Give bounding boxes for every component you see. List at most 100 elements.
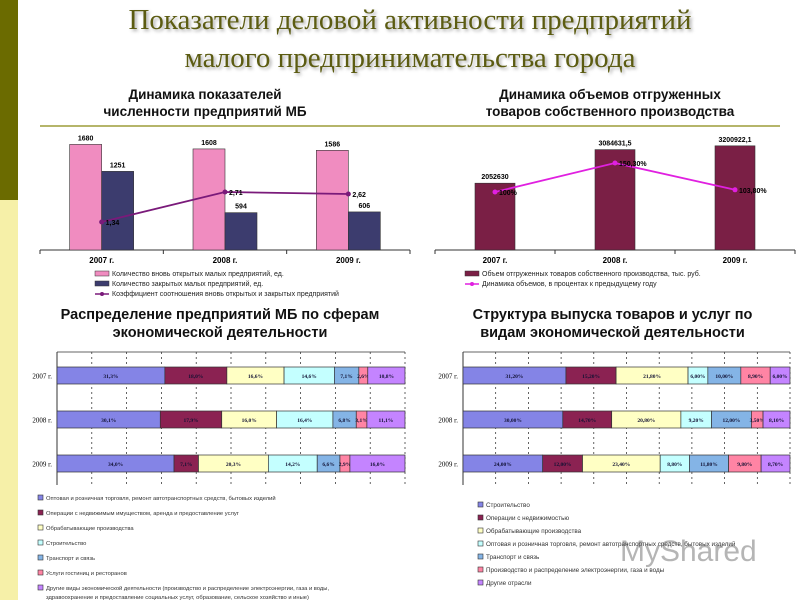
legend-label: Другие виды экономической деятельности (…	[46, 585, 329, 600]
data-label: 6,6%	[322, 462, 334, 468]
data-label: 2052630	[481, 174, 508, 181]
bar-segment	[760, 454, 791, 473]
x-tick-label: 2007 г.	[89, 256, 114, 265]
legend-swatch	[94, 280, 110, 287]
chart4-title: Структура выпуска товаров и услуг по вида…	[472, 307, 753, 341]
legend-label: Оптовая и розничная торговля, ремонт авт…	[46, 495, 276, 502]
data-label: 11,1%	[379, 418, 394, 424]
legend-swatch	[37, 584, 44, 591]
data-label: 11,80%	[700, 462, 718, 468]
bar	[316, 150, 349, 251]
legend-label: Услуги гостиниц и ресторанов	[46, 571, 127, 577]
line-point	[732, 187, 738, 193]
bar	[224, 212, 258, 251]
page-title-line1: Показатели деловой активности предприяти…	[128, 4, 692, 36]
data-label: 21,80%	[643, 374, 661, 380]
line-label: 1,34	[106, 220, 120, 227]
legend-label: Коэффициент соотношения вновь открытых и…	[112, 290, 339, 298]
legend-label: Количество вновь открытых малых предприя…	[112, 270, 284, 278]
legend-swatch	[477, 527, 484, 534]
data-label: 20,3%	[226, 462, 241, 468]
legend-label: Обрабатывающие производства	[486, 527, 582, 535]
legend-swatch	[477, 553, 484, 560]
data-label: 1251	[110, 162, 126, 169]
legend-label: Количество закрытых малых предприятий, е…	[112, 280, 263, 288]
data-label: 31,3%	[103, 374, 118, 380]
y-tick-label: 2008 г.	[32, 417, 52, 425]
line-point	[345, 191, 351, 197]
y-tick-label: 2008 г.	[438, 417, 458, 425]
bar	[101, 171, 134, 251]
bar-segment	[367, 366, 406, 385]
chart3-title: Распределение предприятий МБ по сферам эк…	[60, 307, 380, 341]
line-label: 100%	[499, 190, 518, 197]
legend-marker	[100, 292, 104, 296]
line-point	[492, 189, 498, 195]
divider	[40, 125, 780, 127]
data-label: 8,10%	[769, 418, 784, 424]
legend-swatch	[477, 566, 484, 573]
data-label: 9,80%	[737, 462, 752, 468]
data-label: 2,9%	[339, 462, 351, 468]
y-tick-label: 2007 г.	[438, 373, 458, 381]
legend-swatch	[477, 514, 484, 521]
data-label: 34,0%	[108, 462, 123, 468]
data-label: 7,1%	[340, 374, 352, 380]
legend-label: Операции с недвижимостью	[486, 515, 569, 522]
data-label: 12,00%	[554, 462, 572, 468]
y-tick-label: 2007 г.	[32, 373, 52, 381]
bar	[192, 148, 226, 251]
x-tick-label: 2009 г.	[336, 256, 361, 265]
legend-label: Оптовая и розничная торговля, ремонт авт…	[486, 540, 736, 548]
legend-label: Другие отрасли	[486, 580, 532, 587]
data-label: 594	[235, 204, 247, 211]
legend-label: Производство и распределение электроэнер…	[486, 567, 665, 574]
data-label: 6,00%	[773, 374, 788, 380]
data-label: 1680	[78, 135, 94, 142]
data-label: 8,90%	[748, 374, 763, 380]
legend-swatch	[477, 501, 484, 508]
data-label: 8,80%	[667, 462, 682, 468]
legend-swatch	[37, 539, 44, 546]
data-label: 23,40%	[612, 462, 630, 468]
data-label: 16,6%	[248, 374, 263, 380]
data-label: 12,00%	[723, 418, 741, 424]
legend-swatch	[464, 270, 480, 277]
decor-strip	[0, 0, 18, 200]
line-point	[612, 160, 618, 166]
data-label: 30,1%	[101, 418, 116, 424]
bar-segment	[349, 454, 406, 473]
line-point	[222, 189, 228, 195]
data-label: 20,80%	[637, 418, 655, 424]
x-tick-label: 2008 г.	[603, 256, 628, 265]
y-tick-label: 2009 г.	[32, 461, 52, 469]
x-tick-label: 2007 г.	[483, 256, 508, 265]
bar	[69, 144, 102, 251]
chart2-title: Динамика объемов отгруженных товаров собс…	[485, 87, 735, 119]
legend-swatch	[477, 540, 484, 547]
data-label: 1586	[325, 141, 341, 148]
bar	[348, 211, 381, 251]
data-label: 15,20%	[582, 374, 600, 380]
data-label: 1608	[201, 140, 217, 147]
data-label: 14,2%	[285, 462, 300, 468]
bar-segment	[366, 410, 406, 429]
y-tick-label: 2009 г.	[438, 461, 458, 469]
line-label: 2,62	[352, 192, 366, 199]
data-label: 10,8%	[379, 374, 394, 380]
data-label: 16,0%	[242, 418, 257, 424]
legend-label: Транспорт и связь	[46, 556, 95, 562]
legend-swatch	[477, 579, 484, 586]
data-label: 8,70%	[768, 462, 783, 468]
data-label: 9,20%	[689, 418, 704, 424]
line-label: 150,30%	[619, 161, 647, 168]
legend-label: Динамика объемов, в процентах к предыдущ…	[482, 280, 657, 288]
chart1-title: Динамика показателей численности предприя…	[103, 87, 307, 119]
decor-strip-light	[0, 200, 18, 600]
legend-label: Обрабатывающие производства	[46, 526, 134, 532]
data-label: 17,9%	[183, 418, 198, 424]
bar	[714, 145, 756, 251]
data-label: 31,20%	[506, 374, 524, 380]
data-label: 606	[358, 203, 370, 210]
